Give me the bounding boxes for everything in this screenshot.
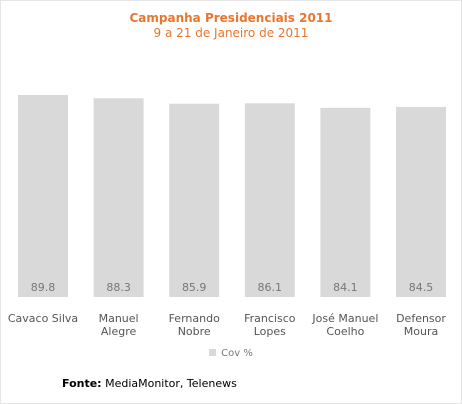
bar-value-label-0: 89.8	[31, 281, 56, 294]
source-label: Fonte:	[62, 377, 102, 390]
bar-value-label-1: 88.3	[106, 281, 131, 294]
bar-value-label-4: 84.1	[333, 281, 358, 294]
bar-5	[396, 106, 446, 298]
category-label-4-0: José Manuel	[311, 312, 378, 325]
bar-0	[18, 95, 68, 297]
bar-3	[244, 103, 295, 297]
category-label-0-0: Cavaco Silva	[8, 312, 78, 325]
bar-value-label-5: 84.5	[409, 281, 434, 294]
category-label-5-1: Moura	[404, 325, 438, 338]
category-label-1-1: Alegre	[101, 325, 137, 338]
category-label-2-0: Fernando	[169, 312, 220, 325]
bar-4	[320, 107, 371, 297]
category-label-5-0: Defensor	[396, 312, 446, 325]
category-label-3-0: Francisco	[244, 312, 296, 325]
bar-value-label-2: 85.9	[182, 281, 207, 294]
chart-title: Campanha Presidenciais 2011	[129, 11, 333, 25]
category-label-3-1: Lopes	[254, 325, 286, 338]
bar-2	[169, 103, 220, 297]
bar-1	[93, 98, 144, 297]
category-label-2-1: Nobre	[178, 325, 211, 338]
source-text: MediaMonitor, Telenews	[105, 377, 237, 390]
legend-label: Cov %	[221, 348, 253, 359]
chart-subtitle: 9 a 21 de Janeiro de 2011	[153, 26, 309, 40]
category-label-1-0: Manuel	[99, 312, 139, 325]
category-label-4-1: Coelho	[326, 325, 364, 338]
bar-value-label-3: 86.1	[258, 281, 283, 294]
source-note: Fonte: MediaMonitor, Telenews	[62, 377, 237, 390]
legend-swatch	[209, 349, 217, 356]
chart-legend: Cov %	[0, 348, 462, 359]
